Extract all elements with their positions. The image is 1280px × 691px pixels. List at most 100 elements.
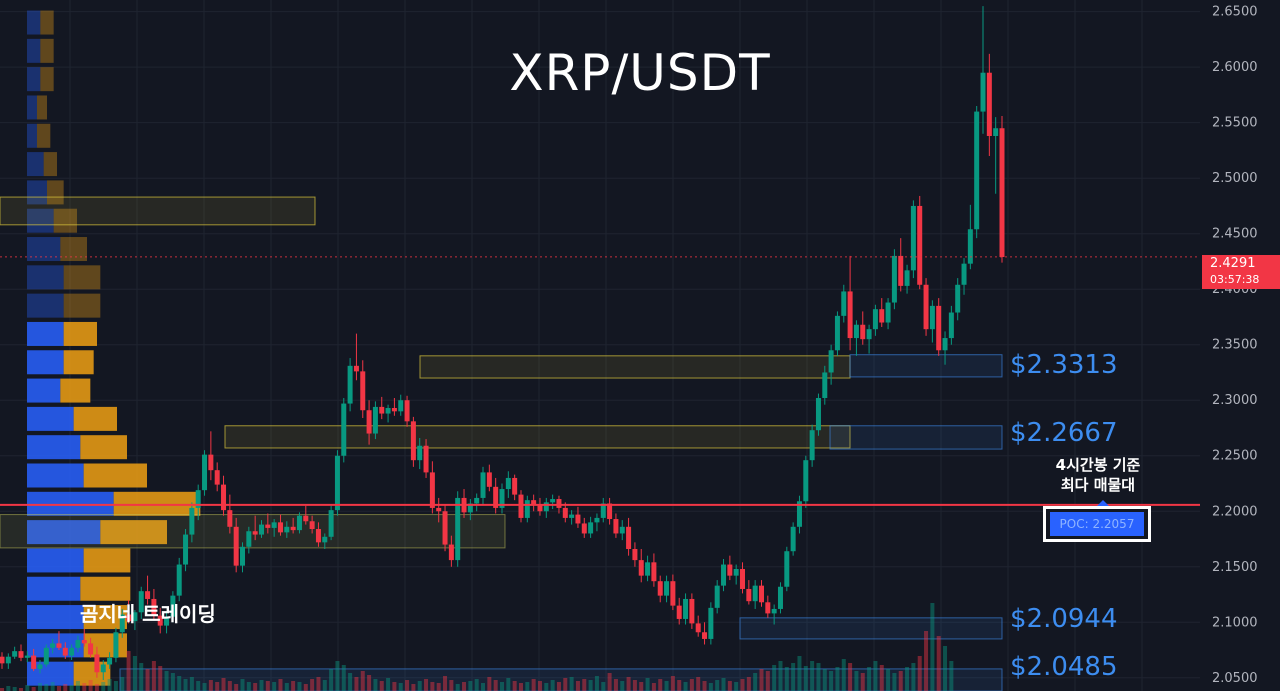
volume-bar: [468, 681, 473, 691]
volume-bar: [512, 681, 517, 691]
zone-box: [224, 425, 851, 449]
candle-body: [721, 564, 727, 586]
volume-bar: [487, 677, 492, 691]
candle-body: [277, 522, 283, 533]
candle-body: [341, 403, 347, 456]
profile-buy-bar: [27, 152, 44, 177]
y-tick-label: 2.2500: [1212, 449, 1258, 464]
volume-bar: [189, 677, 194, 691]
volume-bar: [873, 661, 878, 691]
zone-box: [0, 514, 506, 549]
poc-box: POC: 2.2057: [1043, 506, 1151, 542]
y-tick-label: 2.0500: [1212, 671, 1258, 686]
candle-body: [37, 664, 43, 669]
candle-body: [986, 72, 992, 137]
y-tick-label: 2.4500: [1212, 227, 1258, 242]
candle-body: [100, 664, 106, 673]
volume-bar: [708, 683, 713, 691]
candle-body: [999, 128, 1005, 258]
volume-bar: [37, 683, 42, 691]
volume-bar: [360, 671, 365, 691]
volume-bar: [753, 673, 758, 691]
volume-bar: [56, 686, 61, 691]
profile-sell-bar: [63, 265, 101, 290]
volume-bar: [272, 682, 277, 691]
volume-bar: [335, 661, 340, 691]
profile-buy-bar: [27, 491, 114, 516]
candle-body: [474, 497, 480, 504]
volume-bar: [556, 682, 561, 691]
volume-bar: [525, 682, 530, 691]
volume-bar: [639, 682, 644, 691]
candle-countdown: 03:57:38: [1210, 273, 1260, 286]
candle-body: [170, 595, 176, 617]
profile-buy-bar: [27, 293, 64, 318]
volume-bar: [594, 676, 599, 691]
candle-body: [195, 490, 201, 508]
candle-body: [69, 647, 75, 656]
candle-body: [910, 205, 916, 271]
volume-bar: [120, 677, 125, 691]
volume-bar: [911, 663, 916, 691]
candle-body: [176, 564, 182, 596]
volume-bar: [930, 603, 935, 691]
volume-bar: [278, 679, 283, 691]
volume-bar: [310, 679, 315, 691]
profile-buy-bar: [27, 350, 64, 375]
volume-bar: [879, 665, 884, 691]
volume-bar: [88, 680, 93, 691]
volume-bar: [417, 681, 422, 691]
candle-body: [581, 523, 587, 534]
volume-bar: [696, 677, 701, 691]
volume-bar: [664, 681, 669, 691]
candle-body: [151, 598, 157, 616]
volume-bar: [518, 683, 523, 691]
volume-bar: [0, 688, 4, 691]
candle-body: [303, 515, 309, 522]
candle-body: [271, 522, 277, 528]
volume-bar: [689, 679, 694, 691]
candle-body: [423, 445, 429, 473]
candle-body: [974, 111, 980, 230]
candle-body: [18, 651, 24, 658]
volume-bar: [50, 682, 55, 691]
candle-body: [765, 602, 771, 614]
candle-body: [5, 656, 11, 664]
y-tick-label: 2.3000: [1212, 393, 1258, 408]
profile-sell-bar: [100, 520, 167, 545]
candle-body: [758, 585, 764, 603]
candle-body: [537, 504, 543, 512]
candle-body: [322, 536, 328, 543]
volume-bar: [683, 682, 688, 691]
candle-body: [353, 365, 359, 372]
volume-bar: [822, 669, 827, 691]
y-tick-label: 2.1500: [1212, 560, 1258, 575]
volume-bar: [702, 681, 707, 691]
watermark: 곰지네 트레이딩: [80, 602, 216, 626]
candle-body: [391, 408, 397, 412]
profile-sell-bar: [83, 463, 147, 488]
y-tick-label: 2.5500: [1212, 116, 1258, 131]
candle-body: [556, 499, 562, 508]
candle-body: [347, 365, 353, 404]
candle-body: [328, 510, 334, 537]
candle-body: [702, 632, 708, 639]
volume-bar: [177, 676, 182, 691]
profile-buy-bar: [27, 208, 54, 233]
candle-body: [221, 484, 227, 511]
candle-body: [657, 581, 663, 596]
profile-buy-bar: [27, 38, 41, 63]
candle-body: [309, 521, 315, 530]
candle-body: [398, 400, 404, 412]
volume-bar: [183, 679, 188, 691]
candle-body: [410, 421, 416, 461]
zone-box: [119, 668, 1003, 691]
candle-body: [809, 430, 815, 461]
volume-bar: [620, 681, 625, 691]
volume-bar: [386, 678, 391, 691]
candle-body: [252, 531, 258, 535]
volume-bar: [924, 631, 929, 691]
volume-bar: [500, 682, 504, 691]
